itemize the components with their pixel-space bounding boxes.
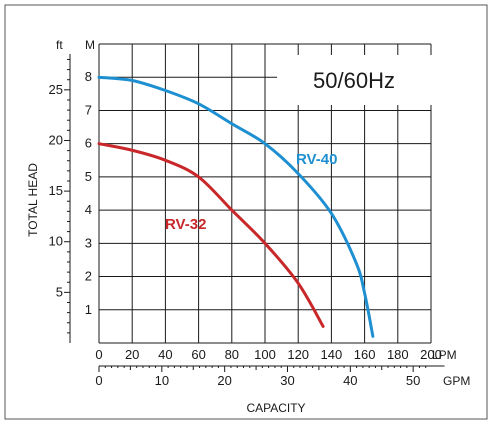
ft-tick-label: 20	[49, 132, 63, 147]
lpm-tick-label: 200	[420, 347, 442, 362]
series-line-rv-32	[97, 142, 325, 328]
series-label-rv-40: RV-40	[296, 151, 337, 168]
lpm-tick-label: 160	[354, 347, 376, 362]
gpm-tick-label: 40	[343, 373, 357, 388]
gpm-tick-label: 0	[95, 373, 102, 388]
lpm-tick-label: 80	[225, 347, 239, 362]
ft-tick-label: 15	[49, 183, 63, 198]
ft-tick-label: 25	[49, 82, 63, 97]
lpm-tick-label: 0	[95, 347, 102, 362]
m-tick-label: 6	[85, 136, 92, 151]
ft-unit-label: ft	[56, 38, 63, 52]
lpm-tick-label: 180	[387, 347, 409, 362]
m-tick-label: 5	[85, 169, 92, 184]
lpm-tick-label: 20	[125, 347, 139, 362]
lpm-tick-label: 120	[287, 347, 309, 362]
frequency-box	[277, 55, 432, 105]
gpm-tick-label: 30	[280, 373, 294, 388]
m-tick-label: 4	[85, 202, 92, 217]
gpm-unit-label: GPM	[443, 374, 470, 388]
chart-series	[97, 75, 375, 338]
lpm-tick-label: 100	[254, 347, 276, 362]
ft-tick-label: 5	[56, 284, 63, 299]
lpm-unit-label: LPM	[432, 348, 457, 362]
gpm-tick-label: 10	[155, 373, 169, 388]
m-tick-label: 3	[85, 235, 92, 250]
y-axis-title: TOTAL HEAD	[26, 163, 40, 237]
m-tick-label: 1	[85, 302, 92, 317]
gpm-tick-label: 50	[406, 373, 420, 388]
frequency-label: 50/60Hz	[313, 68, 395, 93]
series-label-rv-32: RV-32	[165, 216, 206, 233]
lpm-tick-label: 140	[321, 347, 343, 362]
lpm-tick-label: 40	[158, 347, 172, 362]
ft-tick-label: 10	[49, 234, 63, 249]
x-axis-title: CAPACITY	[246, 401, 305, 415]
gpm-tick-label: 20	[217, 373, 231, 388]
m-tick-label: 2	[85, 269, 92, 284]
m-tick-label: 7	[85, 102, 92, 117]
m-unit-label: M	[85, 38, 95, 52]
m-tick-label: 8	[85, 69, 92, 84]
lpm-tick-label: 60	[191, 347, 205, 362]
series-line-rv-40	[97, 75, 375, 338]
